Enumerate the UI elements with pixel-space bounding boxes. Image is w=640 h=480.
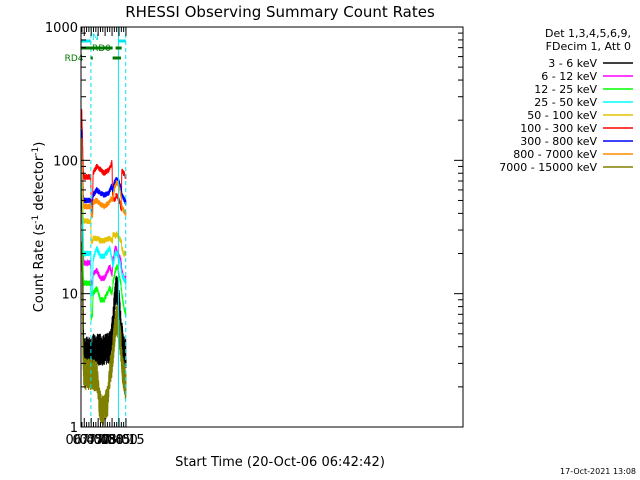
x-tick-label: 07:45 — [93, 433, 130, 448]
legend-label: 300 - 800 keV — [520, 135, 597, 148]
x-tick-label: 06:45 — [66, 433, 103, 448]
legend-label: 50 - 100 keV — [527, 109, 597, 122]
timestamp: 17-Oct-2021 13:08 — [560, 467, 636, 476]
x-tick-label: 07:15 — [79, 433, 116, 448]
y-tick-label: 1 — [70, 421, 78, 436]
x-tick-label: 07:00 — [72, 433, 109, 448]
plot-frame — [80, 26, 464, 428]
legend-header-2: FDecim 1, Att 0 — [546, 40, 631, 53]
flag-label: RD0 — [92, 44, 111, 54]
legend-label: 7000 - 15000 keV — [499, 161, 597, 174]
x-tick-label: 08:15 — [107, 433, 144, 448]
legend-label: 800 - 7000 keV — [513, 148, 597, 161]
legend-label: 6 - 12 keV — [541, 70, 597, 83]
y-tick-label: 100 — [53, 154, 78, 169]
series-line — [80, 241, 127, 426]
chart-title: RHESSI Observing Summary Count Rates — [125, 3, 435, 21]
legend-label: 25 - 50 keV — [534, 96, 597, 109]
x-tick-label: 08:00 — [100, 433, 137, 448]
series-layer — [80, 108, 127, 426]
legend-header-1: Det 1,3,4,5,6,9, — [545, 27, 631, 40]
legend-label: 3 - 6 keV — [548, 57, 597, 70]
y-axis-label: Count Rate (s-1 detector-1) — [31, 142, 47, 313]
series-line — [80, 139, 127, 286]
x-axis-label: Start Time (20-Oct-06 06:42:42) — [175, 455, 385, 470]
flag-label: N — [92, 33, 99, 43]
y-tick-label: 10 — [61, 288, 78, 303]
legend-label: 100 - 300 keV — [520, 122, 597, 135]
axis-layer: 1 10 100 1000 06:4507:0007:1507:3007:4508:00… — [45, 21, 463, 448]
flag-label: RD4 — [65, 54, 84, 64]
y-tick-label: 1000 — [45, 21, 78, 36]
legend-label: 12 - 25 keV — [534, 83, 597, 96]
x-tick-label: 07:30 — [86, 433, 123, 448]
